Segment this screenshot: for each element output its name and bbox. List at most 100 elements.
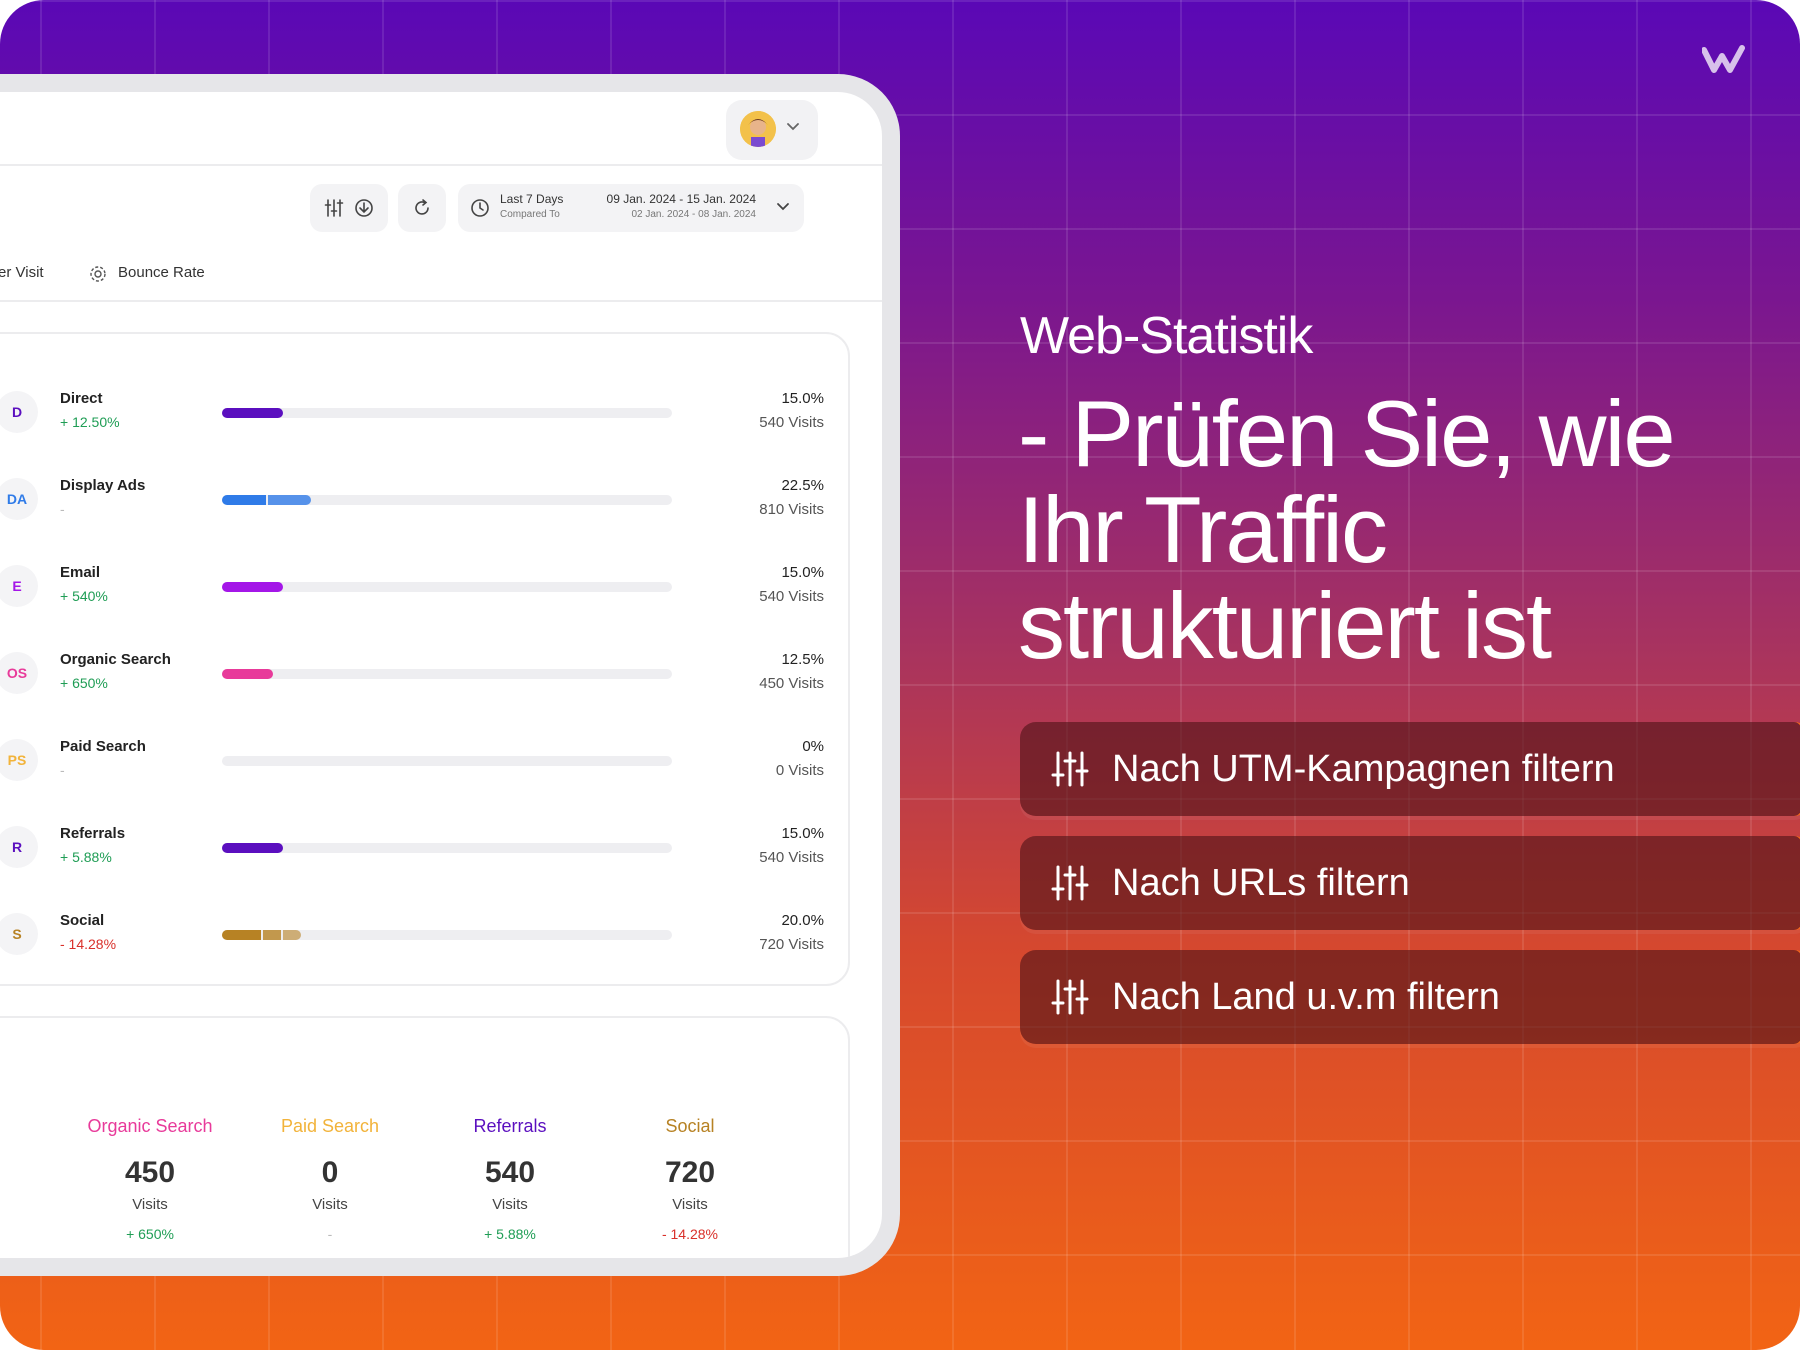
source-name: Social [60,912,105,929]
source-visits: 540 Visits [759,414,824,431]
filter-download-button[interactable] [310,184,388,232]
date-previous-range: 02 Jan. 2024 - 08 Jan. 2024 [631,209,756,220]
summary-unit: Visits [312,1196,348,1213]
target-icon [90,266,106,282]
source-avatar: D [0,391,38,433]
sliders-icon [1051,751,1089,787]
source-percent: 15.0% [781,825,824,842]
source-avatar: OS [0,652,38,694]
source-delta: - 14.28% [60,936,117,952]
source-delta: - [60,501,65,517]
source-name: Referrals [60,825,126,842]
source-bar-track [222,669,672,679]
feature-label: Nach Land u.v.m filtern [1112,975,1500,1018]
summary-delta: - [327,1226,333,1242]
source-name: Email [60,564,101,581]
summary-delta: + 650% [126,1226,174,1242]
chevron-down-icon[interactable] [786,122,800,132]
source-percent: 15.0% [781,564,824,581]
source-delta: + 540% [60,588,108,604]
avatar-face-icon [740,111,776,147]
source-visits: 540 Visits [759,588,824,605]
tab-bounce-rate[interactable]: Bounce Rate [118,264,205,281]
avatar[interactable] [740,111,776,147]
refresh-button[interactable] [398,184,446,232]
source-avatar: E [0,565,38,607]
source-visits: 0 Visits [775,762,824,779]
feature-label: Nach UTM-Kampagnen filtern [1112,747,1615,790]
tabs-divider [0,300,882,302]
source-bar-fill [222,930,261,940]
date-compare-label: Compared To [500,209,560,220]
summary-card [0,1016,850,1258]
topbar-divider [0,164,882,166]
sliders-icon [1051,979,1089,1015]
traffic-sources-card [0,332,850,986]
source-name: Organic Search [60,651,171,668]
summary-source-name: mail [0,1116,48,1137]
source-bar-fill [222,408,283,418]
source-bar-fill [222,495,266,505]
source-percent: 0% [802,738,824,755]
source-visits: 450 Visits [759,675,824,692]
source-avatar: S [0,913,38,955]
promo-headline: - Prüfen Sie, wie Ihr Traffic strukturie… [1018,381,1676,678]
source-avatar: DA [0,478,38,520]
source-bar-track [222,930,672,940]
source-delta: + 12.50% [60,414,120,430]
summary-value: 720 [664,1156,716,1189]
feature-label: Nach URLs filtern [1112,861,1410,904]
source-bar-track [222,495,672,505]
source-delta: + 5.88% [60,849,112,865]
source-delta: - [60,762,65,778]
source-bar-fill [262,930,281,940]
date-preset: Last 7 Days [500,192,564,206]
source-visits: 540 Visits [759,849,824,866]
source-name: Paid Search [60,738,146,755]
summary-source-name: Organic Search [87,1116,213,1136]
date-current-range: 09 Jan. 2024 - 15 Jan. 2024 [606,192,756,206]
source-bar-track [222,582,672,592]
promo-kicker: Web-Statistik [1020,307,1313,365]
summary-unit: isits [0,1196,48,1213]
source-bar-track [222,843,672,853]
summary-value: 40 [0,1156,48,1190]
clock-icon [471,199,489,217]
summary-delta: - 14.28% [661,1226,719,1242]
summary-unit: Visits [672,1196,708,1213]
feature-country-filter[interactable]: Nach Land u.v.m filtern [1020,950,1800,1044]
source-bar-fill [267,495,312,505]
source-visits: 810 Visits [759,501,824,518]
feature-url-filter[interactable]: Nach URLs filtern [1020,836,1800,930]
source-avatar: PS [0,739,38,781]
feature-utm-filter[interactable]: Nach UTM-Kampagnen filtern [1020,722,1800,816]
source-percent: 15.0% [781,390,824,407]
source-name: Direct [60,390,103,407]
brand-logo-icon [1702,45,1745,73]
download-icon [355,199,373,217]
source-visits: 720 Visits [759,936,824,953]
tab-per-visit[interactable]: er Visit [0,264,44,281]
summary-value: 0 [321,1156,339,1189]
summary-source-name: Paid Search [280,1116,380,1136]
source-bar-fill [222,669,273,679]
summary-value: 540 [484,1156,536,1189]
summary-delta: + 5.88% [484,1226,536,1242]
summary-delta: 540% [0,1226,48,1242]
summary-source-name: Social [665,1116,715,1136]
chevron-down-icon [777,203,789,211]
summary-unit: Visits [132,1196,168,1213]
source-bar-track [222,408,672,418]
date-range-picker[interactable] [458,184,804,232]
summary-source-name: Referrals [473,1116,547,1136]
source-name: Display Ads [60,477,146,494]
source-percent: 22.5% [781,477,824,494]
source-bar-track [222,756,672,766]
summary-value: 450 [124,1156,176,1189]
source-percent: 20.0% [781,912,824,929]
source-bar-fill [222,843,283,853]
source-avatar: R [0,826,38,868]
dashboard-screen: Last 7 Days Compared To 09 Jan. 2024 - 1… [0,92,882,1258]
source-bar-fill [282,930,301,940]
